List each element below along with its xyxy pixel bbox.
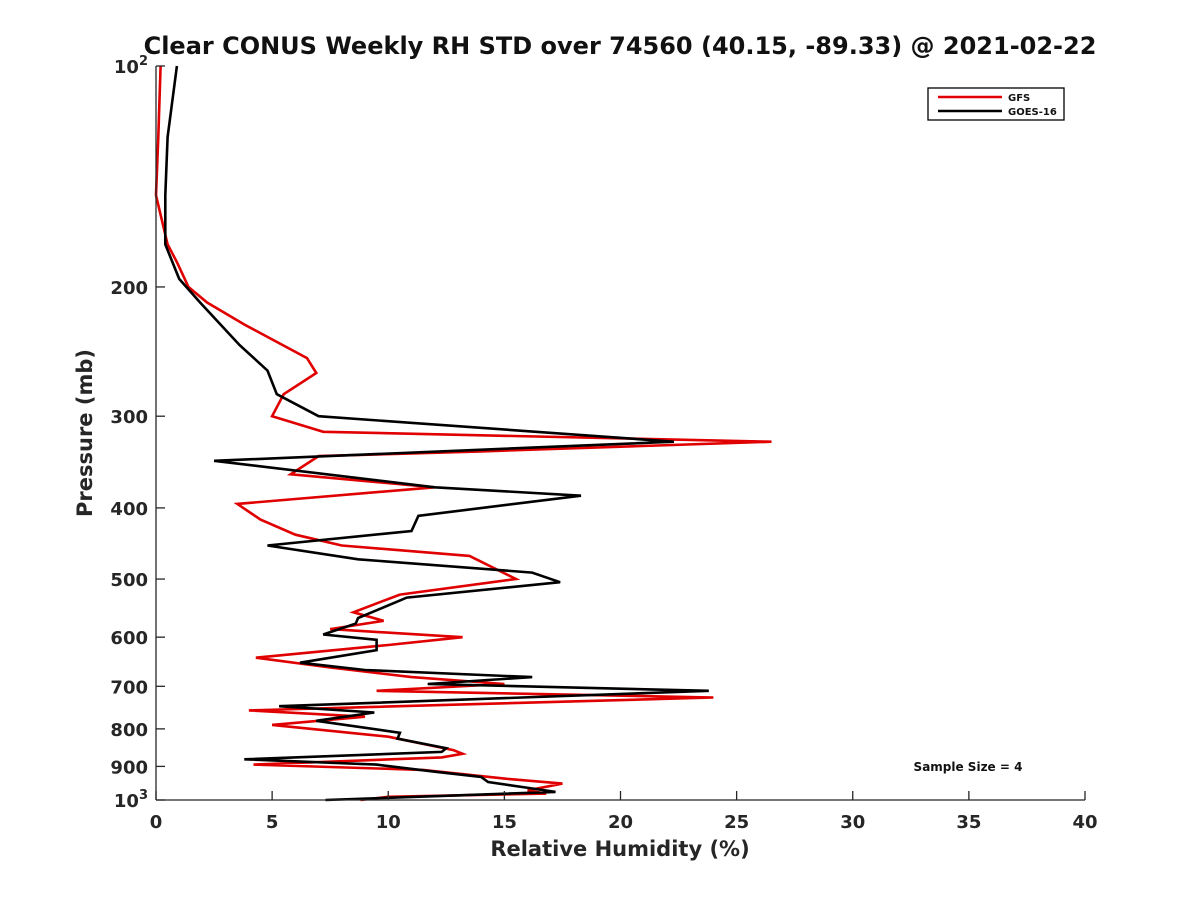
legend-box [927, 87, 1065, 121]
x-tick-label: 20 [608, 812, 633, 833]
series-layer [154, 65, 772, 802]
axes-layer: 0 5 10 15 20 25 30 35 40 102 200 300 400 500 600 700 800… [110, 54, 1097, 833]
x-tick-label: 25 [724, 812, 749, 833]
legend-label-gfs: GFS [1008, 93, 1030, 104]
y-axis-label: Pressure (mb) [73, 349, 97, 517]
legend: GFS GOES-16 [927, 87, 1065, 121]
sample-size-annotation: Sample Size = 4 [914, 760, 1023, 774]
y-tick-label: 600 [110, 628, 148, 649]
x-tick-label: 0 [150, 812, 163, 833]
x-tick-label: 30 [840, 812, 865, 833]
series-line-goes16 [164, 65, 709, 802]
x-axis-label: Relative Humidity (%) [490, 837, 749, 861]
y-tick-label: 200 [110, 278, 148, 299]
x-tick-label: 15 [492, 812, 517, 833]
chart-title: Clear CONUS Weekly RH STD over 74560 (40… [144, 32, 1097, 60]
y-tick-label: 500 [110, 570, 148, 591]
y-tick-label: 103 [114, 788, 148, 812]
y-tick-label: 400 [110, 499, 148, 520]
legend-label-goes16: GOES-16 [1008, 107, 1057, 118]
y-tick-label: 800 [110, 720, 148, 741]
y-tick-label: 300 [110, 407, 148, 428]
x-tick-label: 5 [266, 812, 279, 833]
x-tick-label: 10 [376, 812, 401, 833]
x-tick-label: 40 [1072, 812, 1097, 833]
x-tick-label: 35 [956, 812, 981, 833]
y-tick-label: 700 [110, 677, 148, 698]
y-tick-label: 900 [110, 757, 148, 778]
series-line-gfs [154, 65, 772, 802]
y-tick-label: 102 [114, 54, 148, 78]
